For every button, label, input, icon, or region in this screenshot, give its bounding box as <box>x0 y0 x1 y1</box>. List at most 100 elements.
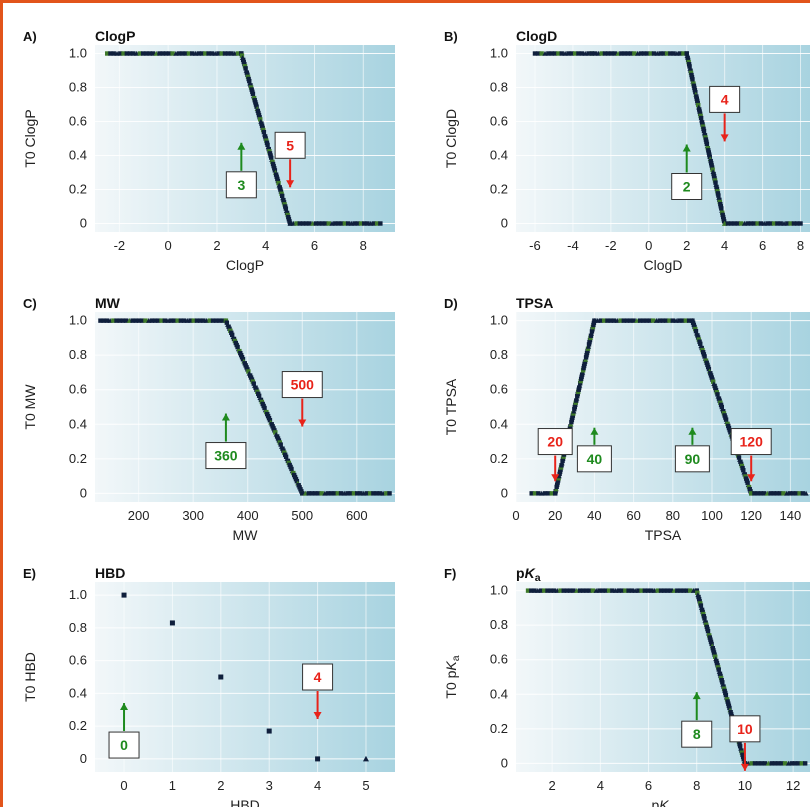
data-point <box>197 318 203 323</box>
data-point <box>309 491 315 496</box>
data-point <box>680 318 685 323</box>
data-point <box>378 221 383 226</box>
data-point <box>645 51 650 56</box>
data-point <box>287 221 293 226</box>
data-point <box>735 221 741 226</box>
data-point <box>791 221 797 226</box>
data-point <box>645 588 651 593</box>
data-point <box>675 588 680 593</box>
data-point <box>546 51 551 56</box>
data-point <box>374 221 380 226</box>
data-point <box>545 588 550 593</box>
y-tick-label: 0.4 <box>69 685 87 700</box>
x-tick-label: 0 <box>120 778 127 793</box>
x-tick-label: 80 <box>666 508 680 523</box>
plot-area <box>516 312 810 502</box>
data-point <box>247 78 252 84</box>
data-point <box>364 491 370 496</box>
x-tick-label: 2 <box>549 778 556 793</box>
data-point <box>606 588 612 593</box>
data-point <box>206 51 211 56</box>
data-point <box>803 490 809 496</box>
data-point <box>609 51 614 56</box>
data-point <box>316 491 321 496</box>
data-point <box>199 51 205 56</box>
data-point <box>749 761 754 766</box>
upper-threshold-box-label: 4 <box>314 669 322 685</box>
x-tick-label: 2 <box>217 778 224 793</box>
lower-threshold-arrow <box>682 144 691 173</box>
y-tick-label: 1.0 <box>490 46 508 61</box>
data-point <box>587 588 592 593</box>
data-point <box>712 654 718 659</box>
data-point <box>597 588 602 593</box>
x-tick-label: 200 <box>128 508 150 523</box>
y-axis-label: T0 HBD <box>22 652 38 702</box>
y-tick-label: 1.0 <box>69 313 87 328</box>
data-point <box>693 328 699 334</box>
data-point <box>576 51 581 56</box>
chart-panel-tpsa: D) TPSA 0 0.2 0.4 0.6 0.8 1.0 0 20 40 60 80 100 120 140… <box>443 295 810 543</box>
threshold-annotations: 04 <box>108 663 334 759</box>
panel-label: F) <box>444 566 456 581</box>
data-point <box>662 588 667 593</box>
data-point <box>799 761 805 766</box>
data-point <box>723 692 729 698</box>
x-tick-label: 20 <box>548 508 562 523</box>
data-point <box>642 588 648 593</box>
data-point <box>704 141 710 147</box>
data-point <box>203 51 208 56</box>
data-point <box>759 761 764 766</box>
data-point <box>358 491 363 496</box>
x-tick-label: 120 <box>740 508 762 523</box>
data-point <box>538 588 544 593</box>
y-tick-label: 0.8 <box>490 347 508 362</box>
data-point <box>98 318 103 323</box>
data-point <box>660 318 666 323</box>
data-point <box>313 221 319 226</box>
data-point <box>329 491 334 496</box>
data-point <box>710 379 716 384</box>
y-tick-label: 0.2 <box>490 721 508 736</box>
data-point <box>631 318 636 323</box>
y-tick-label: 0.4 <box>490 416 508 431</box>
data-point <box>175 318 180 323</box>
data-point <box>159 318 164 323</box>
data-point <box>664 51 670 56</box>
data-point <box>326 221 331 226</box>
data-point <box>111 318 116 323</box>
data-point <box>140 51 146 56</box>
data-point <box>792 761 798 766</box>
data-point <box>525 588 531 593</box>
data-point <box>120 318 126 323</box>
data-point <box>794 491 799 496</box>
data-point <box>224 320 230 325</box>
data-point <box>628 318 633 323</box>
x-tick-label: 2 <box>683 238 690 253</box>
data-point <box>539 51 544 56</box>
y-tick-label: 0.2 <box>69 182 87 197</box>
y-axis-label: T0 TPSA <box>443 378 459 435</box>
data-point <box>147 51 152 56</box>
data-point <box>304 221 309 226</box>
data-point <box>638 51 644 56</box>
lower-threshold-arrow <box>221 413 230 442</box>
chart-panel-clogp: A) ClogP 0 0.2 0.4 0.6 0.8 1.0 -2 0 2 4 6 8 ClogP T0 Cl… <box>22 28 395 273</box>
y-tick-label: 0.6 <box>490 652 508 667</box>
chart-panel-pka: F) pKa 0 0.2 0.4 0.6 0.8 1.0 2 4 6 8 10 12 pKa T0 pKa 8 1… <box>443 565 810 812</box>
data-point <box>169 620 175 626</box>
upper-threshold-box-label: 4 <box>721 91 729 107</box>
data-point <box>798 221 803 226</box>
upper-threshold-box-label: 10 <box>737 721 753 737</box>
data-point <box>176 51 182 56</box>
data-point <box>262 405 267 411</box>
data-point <box>684 51 689 56</box>
data-point <box>222 51 228 56</box>
data-point <box>761 491 767 496</box>
data-point <box>592 318 597 323</box>
data-point <box>738 221 744 226</box>
x-tick-label: 12 <box>786 778 800 793</box>
data-point <box>637 318 643 323</box>
data-point <box>745 480 750 486</box>
lower-threshold-box: 0 <box>108 731 140 759</box>
